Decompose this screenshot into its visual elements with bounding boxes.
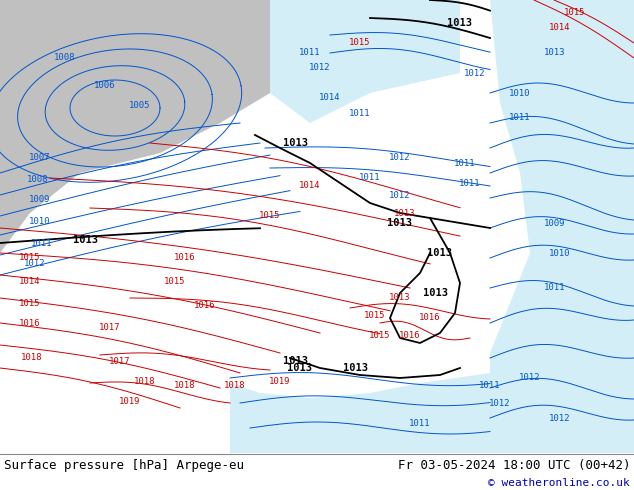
Text: 1013: 1013 [387, 218, 413, 228]
Text: 1012: 1012 [309, 64, 331, 73]
Text: 1012: 1012 [24, 260, 46, 269]
Text: 1011: 1011 [544, 284, 566, 293]
Text: 1013: 1013 [427, 248, 453, 258]
Text: 1016: 1016 [419, 314, 441, 322]
Text: 1015: 1015 [259, 211, 281, 220]
Text: 1015: 1015 [564, 8, 586, 18]
Text: 1014: 1014 [299, 180, 321, 190]
Text: 1011: 1011 [410, 418, 430, 427]
Text: 1013: 1013 [72, 235, 98, 245]
Text: 1006: 1006 [94, 80, 116, 90]
Text: 1011: 1011 [31, 239, 53, 247]
Text: 1014: 1014 [19, 276, 41, 286]
Text: 1019: 1019 [119, 396, 141, 406]
Text: 1013: 1013 [422, 288, 448, 298]
Text: © weatheronline.co.uk: © weatheronline.co.uk [488, 478, 630, 489]
Text: 1018: 1018 [22, 353, 42, 363]
Text: 1018: 1018 [224, 381, 246, 390]
Text: 1005: 1005 [129, 100, 151, 109]
Text: 1013: 1013 [544, 49, 566, 57]
Text: 1016: 1016 [174, 253, 196, 263]
Text: 1010: 1010 [29, 217, 51, 225]
Text: 1010: 1010 [509, 89, 531, 98]
Text: 1009: 1009 [29, 196, 51, 204]
Text: 1013: 1013 [283, 138, 307, 148]
Text: 1008: 1008 [55, 53, 75, 63]
Text: 1013: 1013 [283, 356, 307, 366]
Text: 1011: 1011 [459, 178, 481, 188]
Text: 1013: 1013 [287, 363, 313, 373]
Text: 1011: 1011 [359, 173, 381, 182]
Text: 1011: 1011 [479, 381, 501, 390]
Text: 1015: 1015 [349, 39, 371, 48]
Text: Surface pressure [hPa] Arpege-eu: Surface pressure [hPa] Arpege-eu [4, 460, 244, 472]
Text: 1016: 1016 [194, 300, 216, 310]
Text: Fr 03-05-2024 18:00 UTC (00+42): Fr 03-05-2024 18:00 UTC (00+42) [398, 460, 630, 472]
Text: 1012: 1012 [519, 373, 541, 383]
Text: 1011: 1011 [299, 49, 321, 57]
Text: 1011: 1011 [349, 108, 371, 118]
Text: 1012: 1012 [549, 414, 571, 422]
Text: 1011: 1011 [509, 114, 531, 122]
Polygon shape [490, 0, 634, 453]
Text: 1010: 1010 [549, 248, 571, 258]
Text: 1014: 1014 [320, 94, 340, 102]
Text: 1017: 1017 [109, 357, 131, 366]
Text: 1007: 1007 [29, 153, 51, 163]
Text: 1008: 1008 [27, 174, 49, 183]
Text: 1013: 1013 [394, 209, 416, 218]
Polygon shape [230, 373, 490, 453]
Text: 1014: 1014 [549, 24, 571, 32]
Text: 1016: 1016 [19, 318, 41, 327]
Polygon shape [270, 0, 340, 73]
Text: 1015: 1015 [164, 276, 186, 286]
Polygon shape [270, 0, 460, 123]
Text: 1017: 1017 [100, 323, 120, 333]
Polygon shape [0, 0, 270, 253]
Text: 1012: 1012 [489, 398, 511, 408]
Text: 1015: 1015 [365, 311, 385, 319]
Text: 1018: 1018 [174, 381, 196, 390]
Text: 1012: 1012 [464, 69, 486, 77]
Text: 1019: 1019 [269, 376, 291, 386]
Text: 1015: 1015 [19, 253, 41, 263]
Text: 1016: 1016 [399, 330, 421, 340]
Text: 1011: 1011 [454, 158, 476, 168]
Text: 1013: 1013 [389, 294, 411, 302]
Text: 1018: 1018 [134, 376, 156, 386]
Text: 1012: 1012 [389, 191, 411, 199]
Text: 1013: 1013 [448, 18, 472, 28]
Text: 1015: 1015 [369, 330, 391, 340]
Text: 1009: 1009 [544, 219, 566, 227]
Text: 1012: 1012 [389, 153, 411, 163]
Text: 1015: 1015 [19, 298, 41, 308]
Text: 1013: 1013 [342, 363, 368, 373]
